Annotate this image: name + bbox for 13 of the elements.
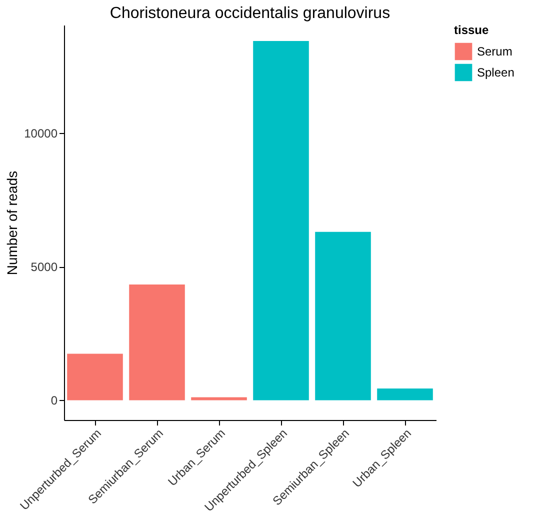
y-tick-label: 0 <box>50 394 58 408</box>
bar <box>253 41 309 400</box>
legend-label: Spleen <box>477 66 514 80</box>
bar <box>67 354 123 400</box>
bar <box>315 232 371 400</box>
chart-title: Choristoneura occidentalis granulovirus <box>110 5 390 22</box>
legend-label: Serum <box>477 44 512 58</box>
bar <box>129 284 185 400</box>
legend-title: tissue <box>454 23 490 37</box>
y-axis-title: Number of reads <box>4 170 20 276</box>
y-tick-label: 10000 <box>24 126 58 140</box>
bar <box>377 388 433 400</box>
y-tick-label: 5000 <box>30 260 58 274</box>
